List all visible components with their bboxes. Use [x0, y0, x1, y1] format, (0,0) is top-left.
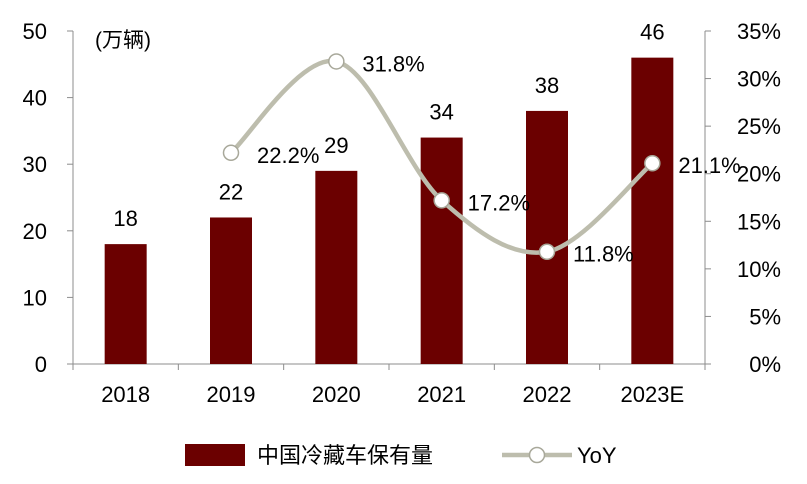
bar-value-label: 29 [324, 133, 348, 158]
bar-series [104, 57, 674, 364]
bar [631, 57, 674, 364]
right-axis-tick-label: 5% [749, 304, 781, 329]
yoy-value-label: 21.1% [678, 153, 740, 178]
bar-value-label: 38 [535, 73, 559, 98]
yoy-value-label: 31.8% [362, 51, 424, 76]
bar-value-label: 18 [113, 206, 137, 231]
yoy-line-series [222, 53, 661, 260]
data-labels: 18 22 29 34 38 46 22.2% 31.8% 17.2% 11.8% 21.1% [113, 20, 740, 267]
unit-label: (万辆) [95, 29, 151, 52]
axes: 0 10 20 30 40 50 0% 5% 10% 15% 20% 25% 30% 35% 2018 201… [23, 19, 781, 407]
x-axis-tick-label: 2021 [417, 382, 466, 407]
right-axis-tick-label: 0% [749, 352, 781, 377]
bar [315, 170, 358, 364]
yoy-point [538, 243, 556, 260]
legend-label-line: YoY [577, 443, 617, 468]
x-axis-tick-label: 2018 [101, 382, 150, 407]
right-axis-tick-label: 30% [737, 67, 781, 92]
yoy-point [328, 53, 345, 70]
yoy-value-label: 17.2% [468, 190, 530, 215]
right-axis-tick-label: 15% [737, 209, 781, 234]
yoy-value-label: 11.8% [573, 242, 634, 267]
bar-value-label: 22 [219, 179, 243, 204]
left-axis-tick-label: 50 [23, 19, 47, 44]
bar-value-label: 46 [640, 20, 664, 45]
right-axis-tick-label: 25% [737, 114, 781, 139]
right-axis-tick-label: 35% [737, 19, 781, 44]
legend-swatch-marker [528, 446, 546, 464]
left-axis-tick-label: 20 [23, 219, 47, 244]
bar [210, 217, 252, 364]
x-axis-tick-label: 2023E [621, 382, 685, 407]
right-axis-tick-label: 10% [737, 257, 781, 282]
bar [420, 137, 463, 364]
x-axis-tick-label: 2022 [523, 382, 572, 407]
left-axis-tick-label: 10 [23, 285, 47, 310]
yoy-point [433, 192, 450, 209]
yoy-point [644, 154, 661, 172]
left-axis-tick-label: 0 [35, 352, 47, 377]
left-axis-tick-label: 30 [23, 152, 47, 177]
right-axis-tick-label: 20% [737, 162, 781, 187]
yoy-value-label: 22.2% [257, 143, 319, 168]
bar [526, 110, 568, 364]
bar [104, 244, 147, 364]
bar-value-label: 34 [429, 100, 453, 125]
legend-swatch-bar [185, 444, 245, 466]
yoy-point [222, 144, 240, 162]
x-axis-tick-label: 2019 [207, 382, 256, 407]
legend-label-bar: 中国冷藏车保有量 [257, 443, 433, 468]
legend: 中国冷藏车保有量 YoY [185, 443, 617, 468]
left-axis-tick-label: 40 [23, 86, 47, 111]
x-axis-tick-label: 2020 [312, 382, 361, 407]
